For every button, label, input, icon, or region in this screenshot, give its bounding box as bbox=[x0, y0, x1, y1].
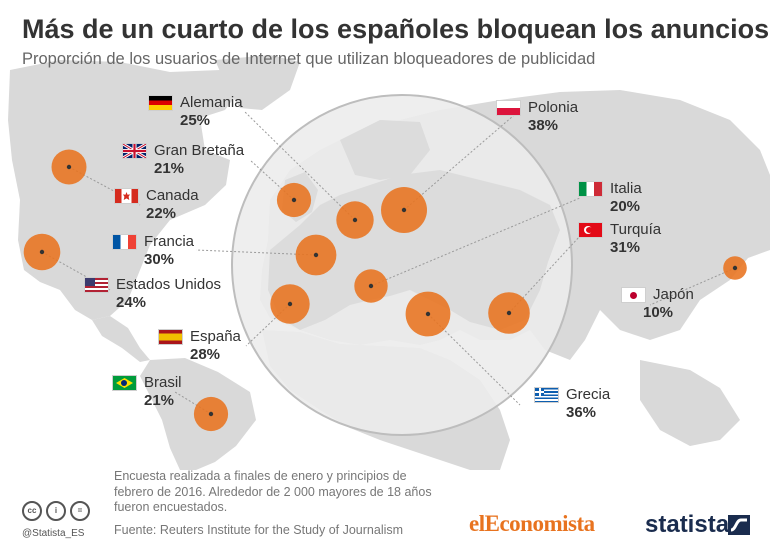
country-value: 31% bbox=[610, 239, 641, 256]
label-canada: Canada 22% bbox=[114, 187, 199, 223]
country-name: Francia bbox=[144, 233, 195, 250]
noderivs-icon: = bbox=[70, 501, 90, 521]
country-value: 30% bbox=[144, 251, 175, 268]
license-icons: cc i = bbox=[22, 500, 94, 521]
label-espana: España 28% bbox=[158, 328, 241, 364]
page-title: Más de un cuarto de los españoles bloque… bbox=[22, 14, 770, 44]
flag-canada-icon bbox=[114, 188, 139, 204]
bubble-center-canada bbox=[66, 164, 72, 170]
country-value: 25% bbox=[180, 112, 211, 129]
country-name: Brasil bbox=[144, 374, 182, 391]
source-text: Fuente: Reuters Institute for the Study … bbox=[114, 523, 404, 537]
flag-italy-icon bbox=[578, 181, 603, 197]
country-value: 20% bbox=[610, 198, 641, 215]
bubble-center-polonia bbox=[401, 207, 407, 213]
country-name: Alemania bbox=[180, 94, 243, 111]
bubble-center-alemania bbox=[352, 217, 358, 223]
country-name: Japón bbox=[653, 286, 694, 303]
country-value: 38% bbox=[528, 117, 559, 134]
attribution-icon: i bbox=[46, 501, 66, 521]
flag-spain-icon bbox=[158, 329, 183, 345]
survey-note: Encuesta realizada a finales de enero y … bbox=[114, 469, 432, 514]
flag-japan-icon bbox=[621, 287, 646, 303]
bubble-center-francia bbox=[313, 252, 319, 258]
country-value: 36% bbox=[566, 404, 597, 421]
statista-handle: @Statista_ES bbox=[22, 528, 85, 539]
bubble-center-italia bbox=[368, 283, 374, 289]
flag-poland-icon bbox=[496, 100, 521, 116]
label-polonia: Polonia 38% bbox=[496, 99, 579, 135]
label-turquia: Turquía 31% bbox=[578, 221, 662, 257]
label-japon: Japón 10% bbox=[621, 286, 694, 322]
bubbles bbox=[23, 149, 747, 432]
flag-brazil-icon bbox=[112, 375, 137, 391]
bubble-center-estados-unidos bbox=[39, 249, 45, 255]
country-value: 24% bbox=[116, 294, 147, 311]
land-central-america bbox=[92, 316, 150, 362]
bubble-center-japon bbox=[732, 265, 738, 271]
land-southeast-asia bbox=[640, 360, 740, 446]
country-value: 21% bbox=[154, 160, 185, 177]
flag-uk-icon bbox=[122, 143, 147, 159]
leader-line-japon bbox=[649, 267, 736, 306]
flag-turkey-icon bbox=[578, 222, 603, 238]
country-value: 10% bbox=[643, 304, 674, 321]
label-granbretana: Gran Bretaña 21% bbox=[122, 142, 245, 178]
land-greenland bbox=[215, 55, 300, 110]
country-value: 28% bbox=[190, 346, 221, 363]
leader-line-italia bbox=[370, 197, 581, 287]
country-name: Estados Unidos bbox=[116, 276, 222, 293]
flag-france-icon bbox=[112, 234, 137, 250]
country-name: Canada bbox=[146, 187, 199, 204]
statista-logo: statista bbox=[645, 511, 730, 538]
label-brasil: Brasil 21% bbox=[112, 374, 182, 410]
leader-line-alemania bbox=[244, 111, 356, 221]
bubble-center-brasil bbox=[208, 411, 214, 417]
country-name: Turquía bbox=[610, 221, 662, 238]
country-name: Grecia bbox=[566, 386, 611, 403]
bubble-center-gran-bretana bbox=[291, 197, 297, 203]
bubble-center-espana bbox=[287, 301, 293, 307]
flag-usa-icon bbox=[84, 277, 109, 293]
bubble-center-turquia bbox=[506, 310, 512, 316]
label-italia: Italia 20% bbox=[578, 180, 642, 216]
country-name: Italia bbox=[610, 180, 642, 197]
eleconomista-logo: elEconomista bbox=[469, 511, 595, 536]
country-value: 21% bbox=[144, 392, 175, 409]
label-grecia: Grecia 36% bbox=[534, 386, 611, 422]
flag-germany-icon bbox=[148, 95, 173, 111]
land-scandinavia bbox=[340, 120, 430, 180]
page-subtitle: Proporción de los usuarios de Internet q… bbox=[22, 50, 596, 68]
leader-line-polonia bbox=[403, 109, 521, 211]
country-name: Polonia bbox=[528, 99, 579, 116]
cc-icon: cc bbox=[22, 501, 42, 521]
label-alemania: Alemania 25% bbox=[148, 94, 243, 130]
statista-logo-mark-icon bbox=[728, 515, 750, 535]
country-name: España bbox=[190, 328, 241, 345]
country-value: 22% bbox=[146, 205, 177, 222]
leader-line-brasil bbox=[174, 391, 212, 415]
label-estados-unidos: Estados Unidos 24% bbox=[84, 276, 222, 312]
country-name: Gran Bretaña bbox=[154, 142, 245, 159]
label-francia: Francia 30% bbox=[112, 233, 195, 269]
flag-greece-icon bbox=[534, 387, 559, 403]
bubble-center-grecia bbox=[425, 311, 431, 317]
